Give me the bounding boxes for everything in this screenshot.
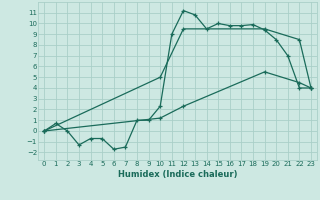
X-axis label: Humidex (Indice chaleur): Humidex (Indice chaleur) bbox=[118, 170, 237, 179]
